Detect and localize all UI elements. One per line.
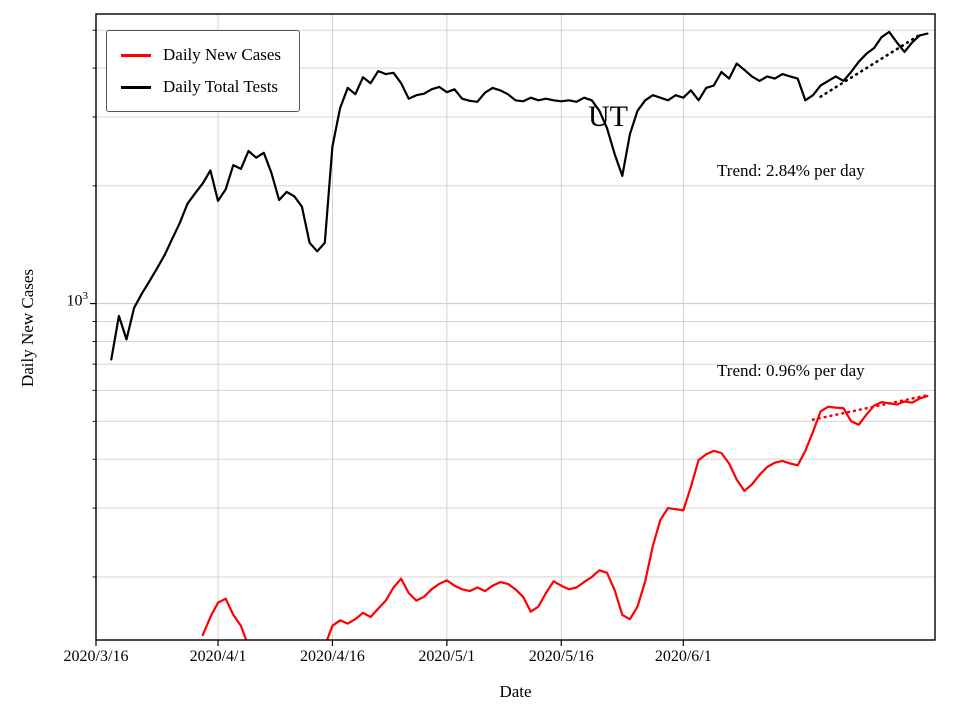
x-tick-label: 2020/4/16 [299,648,365,665]
legend-label: Daily Total Tests [163,77,279,96]
region-annotation: UT [588,100,628,133]
x-axis-label: Date [499,682,532,701]
legend-entry-new-cases: Daily New Cases [121,42,281,68]
y-axis-label: Daily New Cases [18,268,37,388]
x-tick-label: 2020/4/1 [189,648,247,665]
x-tick-label: 2020/3/16 [63,648,129,665]
trend-label-cases: Trend: 0.96% per day [717,361,865,380]
y-tick-label: 103 [66,290,89,310]
x-tick-label: 2020/6/1 [654,648,712,665]
legend-entry-total-tests: Daily Total Tests [121,74,281,100]
x-tick-label: 2020/5/1 [418,648,476,665]
red-line-swatch [121,53,151,57]
x-tick-label: 2020/5/16 [528,648,594,665]
black-line-swatch [121,85,151,89]
trend-label-tests: Trend: 2.84% per day [717,161,865,180]
legend-label: Daily New Cases [163,45,282,64]
legend: Daily New Cases Daily Total Tests [106,30,301,112]
